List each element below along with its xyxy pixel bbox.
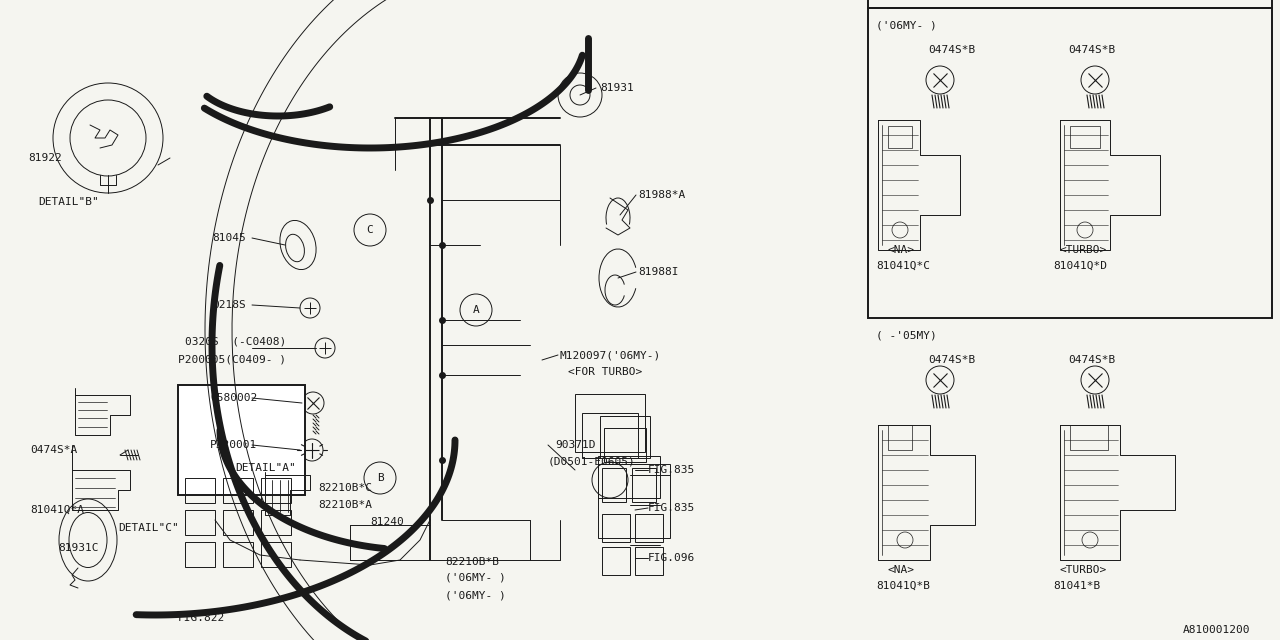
Text: 81988*A: 81988*A [637,190,685,200]
Bar [598,456,660,498]
Text: 0474S*B: 0474S*B [1068,45,1115,55]
Text: 81041Q*B: 81041Q*B [876,581,931,591]
Text: 81041*B: 81041*B [1053,581,1101,591]
Text: 81041Q*D: 81041Q*D [1053,261,1107,271]
Bar [602,468,626,502]
Text: 81240: 81240 [370,517,403,527]
Text: ('06MY- ): ('06MY- ) [445,573,506,583]
Bar [582,413,637,458]
Bar [261,478,291,503]
Text: 82210B*B: 82210B*B [445,557,499,567]
Text: <NA>: <NA> [888,245,915,255]
Bar [575,394,645,452]
Bar [602,514,630,542]
Text: P320001: P320001 [210,440,257,450]
Text: FIG.835: FIG.835 [648,503,695,513]
Text: <TURBO>: <TURBO> [1060,245,1107,255]
Bar [178,385,305,495]
Text: 81988I: 81988I [637,267,678,277]
Text: A: A [472,305,480,315]
Bar [186,478,215,503]
Text: 90371D: 90371D [556,440,595,450]
Bar [604,428,646,462]
Text: FIG.096: FIG.096 [648,553,695,563]
Text: ( -'05MY): ( -'05MY) [876,331,937,341]
Text: <NA>: <NA> [888,565,915,575]
Text: M120097('06MY-): M120097('06MY-) [561,350,662,360]
Bar [635,514,663,542]
Text: FIG.835: FIG.835 [648,465,695,475]
Text: FIG.822: FIG.822 [178,613,225,623]
Text: C: C [366,225,374,235]
Text: 0474S*B: 0474S*B [928,45,975,55]
Text: 82210B*A: 82210B*A [317,500,372,510]
Bar [600,416,650,458]
Bar [632,468,657,502]
Text: DETAIL"C": DETAIL"C" [118,523,179,533]
Text: 81931: 81931 [600,83,634,93]
Bar [186,542,215,567]
Text: B: B [376,473,384,483]
Bar [223,510,253,535]
Bar [1070,126,1100,148]
Bar [868,8,1272,318]
Bar [261,542,291,567]
Bar [888,425,911,450]
Bar [261,510,291,535]
Text: 0474S*B: 0474S*B [928,355,975,365]
Text: (D0501-E0605): (D0501-E0605) [548,457,636,467]
Text: 0320S  (-C0408): 0320S (-C0408) [186,337,287,347]
Text: 81931C: 81931C [58,543,99,553]
Text: 81045: 81045 [212,233,246,243]
Bar [598,464,669,538]
Text: ('06MY- ): ('06MY- ) [445,590,506,600]
Text: 0218S: 0218S [212,300,246,310]
Bar [888,126,911,148]
Text: 81041Q*A: 81041Q*A [29,505,84,515]
Bar [186,510,215,535]
Text: 81922: 81922 [28,153,61,163]
Text: 0474S*A: 0474S*A [29,445,77,455]
Bar [635,547,663,575]
Bar [602,547,630,575]
Text: A810001200: A810001200 [1183,625,1251,635]
Text: DETAIL"A": DETAIL"A" [236,463,296,473]
Text: <TURBO>: <TURBO> [1060,565,1107,575]
Text: DETAIL"B": DETAIL"B" [38,197,99,207]
Text: 0474S*B: 0474S*B [1068,355,1115,365]
Text: 82210B*C: 82210B*C [317,483,372,493]
Text: ('06MY- ): ('06MY- ) [876,21,937,31]
Bar [223,542,253,567]
Bar [868,0,1272,8]
Bar [1070,425,1108,450]
Text: <FOR TURBO>: <FOR TURBO> [568,367,643,377]
Text: P200005(C0409- ): P200005(C0409- ) [178,355,285,365]
Text: Q580002: Q580002 [210,393,257,403]
Bar [223,478,253,503]
Text: 81041Q*C: 81041Q*C [876,261,931,271]
